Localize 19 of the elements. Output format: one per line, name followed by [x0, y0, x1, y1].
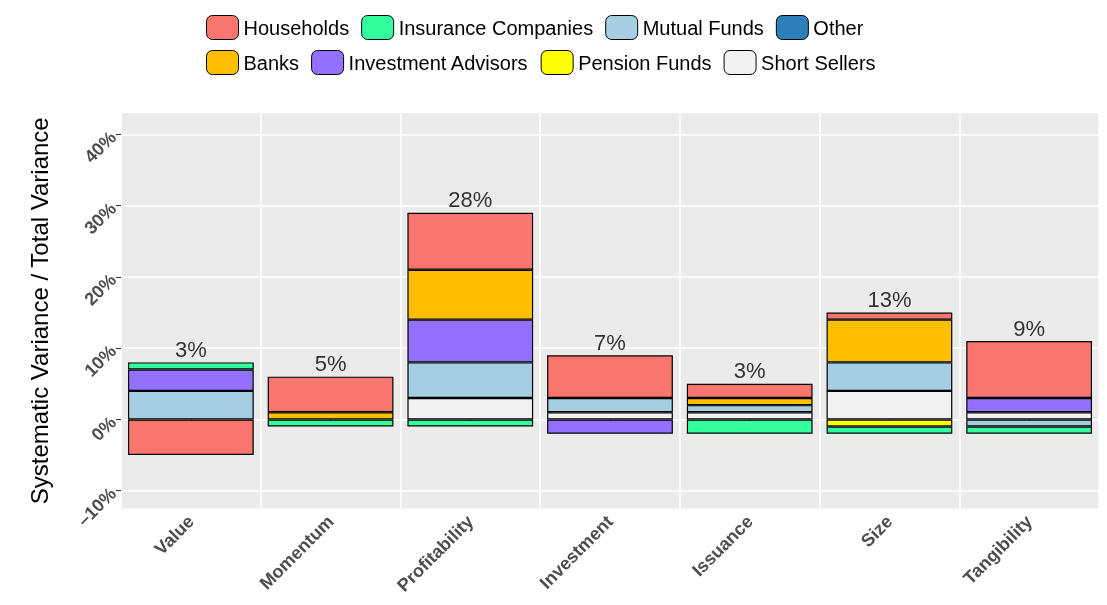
legend-label: Households — [243, 16, 350, 39]
x-tick-label: Size — [856, 511, 897, 552]
legend-label: Banks — [243, 51, 300, 74]
total-label: 3% — [174, 336, 207, 362]
legend-label: Pension Funds — [578, 51, 712, 74]
total-label: 7% — [594, 329, 626, 355]
total-label: 13% — [867, 287, 912, 313]
y-axis-title: Systematic Variance / Total Variance — [25, 117, 53, 505]
total-label: 28% — [448, 187, 493, 213]
y-tick-label: 0% — [87, 412, 121, 445]
total-label: 3% — [733, 358, 766, 384]
legend-label: Short Sellers — [761, 51, 876, 74]
legend-label: Insurance Companies — [398, 16, 594, 39]
y-tick-label: 40% — [80, 127, 121, 167]
total-label: 9% — [1013, 315, 1046, 341]
legend-label: Mutual Funds — [642, 16, 764, 39]
legend-label: Other — [813, 16, 864, 39]
total-label: 5% — [314, 351, 347, 377]
legend-label: Investment Advisors — [348, 51, 528, 74]
